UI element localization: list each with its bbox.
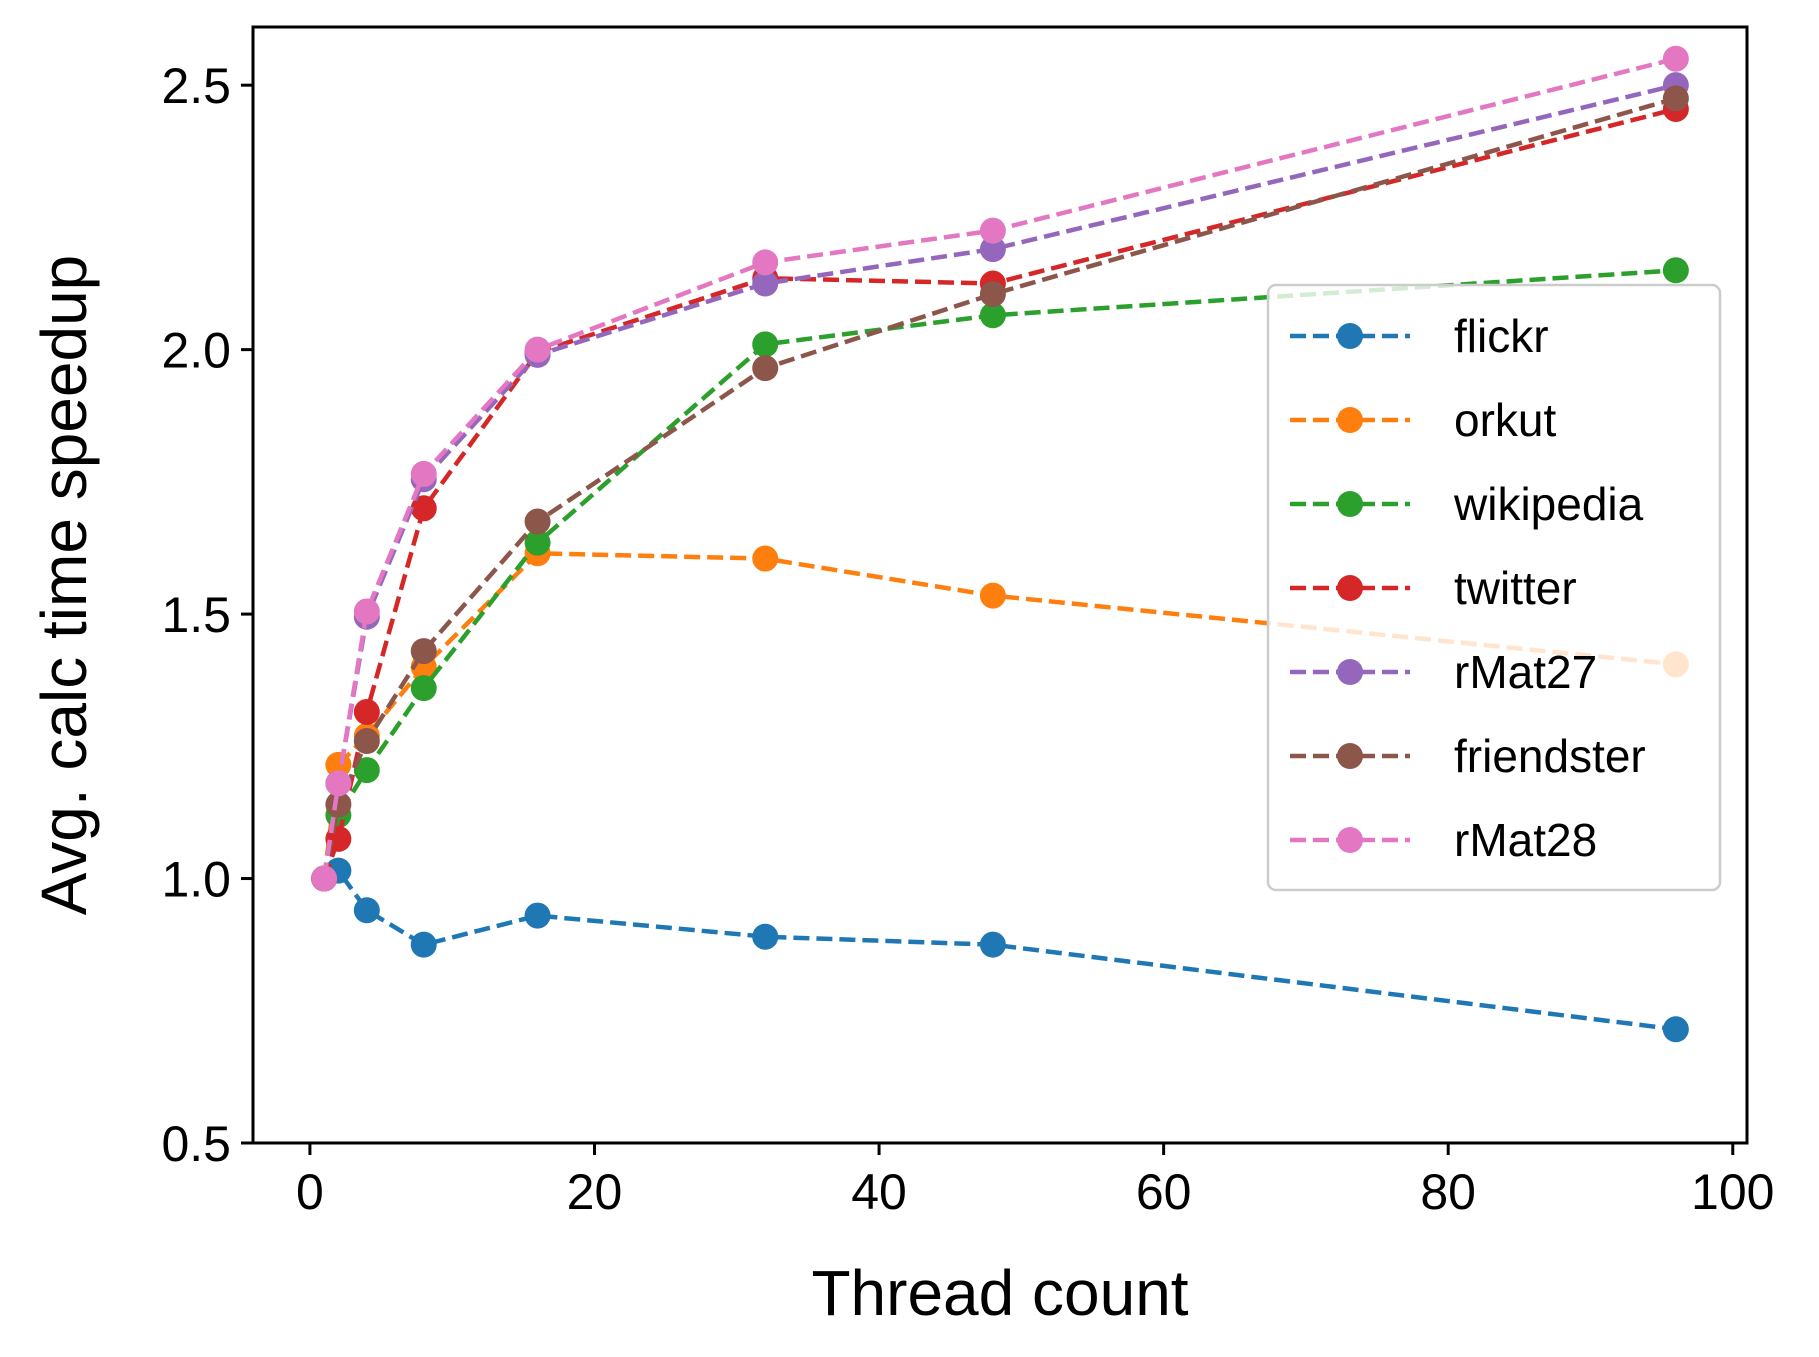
legend-item-orkut: orkut <box>1290 394 1556 446</box>
data-point-rMat27 <box>752 270 779 297</box>
legend-label: wikipedia <box>1453 478 1644 530</box>
y-tick-label: 2.5 <box>161 58 231 114</box>
data-point-flickr <box>410 931 437 958</box>
data-point-friendster <box>325 791 352 818</box>
data-point-wikipedia <box>979 302 1006 329</box>
legend-label: twitter <box>1454 562 1577 614</box>
data-point-friendster <box>353 728 380 755</box>
legend-swatch-marker <box>1337 659 1363 685</box>
data-point-friendster <box>979 281 1006 308</box>
y-tick-label: 2.0 <box>161 323 231 379</box>
x-tick-label: 20 <box>567 1164 623 1220</box>
data-point-twitter <box>410 495 437 522</box>
legend-item-twitter: twitter <box>1290 562 1577 614</box>
data-point-flickr <box>524 902 551 929</box>
data-point-flickr <box>979 931 1006 958</box>
data-point-rMat28 <box>325 770 352 797</box>
x-axis-label: Thread count <box>811 1257 1188 1329</box>
legend-swatch-marker <box>1337 407 1363 433</box>
y-tick-label: 1.5 <box>161 587 231 643</box>
data-point-wikipedia <box>1662 257 1689 284</box>
y-axis-label: Avg. calc time speedup <box>28 255 100 916</box>
data-point-rMat28 <box>353 598 380 625</box>
legend-item-rMat28: rMat28 <box>1290 814 1597 866</box>
legend-label: orkut <box>1454 394 1556 446</box>
data-point-friendster <box>1662 85 1689 112</box>
legend-swatch-marker <box>1337 323 1363 349</box>
data-point-wikipedia <box>524 529 551 556</box>
data-point-flickr <box>353 897 380 924</box>
series-line-rMat28 <box>321 56 1677 879</box>
series-line-friendster <box>321 96 1677 879</box>
legend-item-wikipedia: wikipedia <box>1290 478 1644 530</box>
series-layer <box>311 45 1689 1043</box>
legend-swatch-marker <box>1337 575 1363 601</box>
data-point-friendster <box>410 638 437 665</box>
y-tick-label: 0.5 <box>161 1116 231 1172</box>
data-point-wikipedia <box>410 675 437 702</box>
y-axis: 0.5 1.0 1.5 2.0 2.5 <box>161 58 253 1172</box>
legend-label: rMat27 <box>1454 646 1597 698</box>
legend-item-friendster: friendster <box>1290 730 1646 782</box>
legend-label: rMat28 <box>1454 814 1597 866</box>
data-point-rMat28 <box>979 217 1006 244</box>
legend-swatch-marker <box>1337 491 1363 517</box>
x-tick-label: 0 <box>296 1164 324 1220</box>
data-point-rMat28 <box>752 249 779 276</box>
data-point-rMat28 <box>1662 45 1689 72</box>
data-point-rMat28 <box>311 865 338 892</box>
x-axis: 0 20 40 60 80 100 <box>296 1143 1774 1220</box>
data-point-friendster <box>524 508 551 535</box>
data-point-rMat28 <box>410 460 437 487</box>
legend-swatch-marker <box>1337 743 1363 769</box>
data-point-twitter <box>353 698 380 725</box>
legend-label: flickr <box>1454 310 1549 362</box>
y-tick-label: 1.0 <box>161 852 231 908</box>
x-tick-label: 60 <box>1136 1164 1192 1220</box>
x-tick-label: 80 <box>1420 1164 1476 1220</box>
series-flickr <box>311 857 1689 1043</box>
data-point-flickr <box>752 923 779 950</box>
data-point-orkut <box>752 545 779 572</box>
legend-item-rMat27: rMat27 <box>1290 646 1597 698</box>
data-point-wikipedia <box>353 757 380 784</box>
legend: flickr orkut wikipedia twitter rMat27 friends… <box>1266 283 1722 892</box>
data-point-rMat28 <box>524 336 551 363</box>
x-tick-label: 40 <box>851 1164 907 1220</box>
data-point-flickr <box>1662 1016 1689 1043</box>
legend-swatch-marker <box>1337 827 1363 853</box>
data-point-friendster <box>752 355 779 382</box>
data-point-rMat27 <box>979 236 1006 263</box>
plot-frame <box>251 25 1749 1145</box>
x-tick-label: 100 <box>1691 1164 1774 1220</box>
data-point-orkut <box>979 582 1006 609</box>
legend-item-flickr: flickr <box>1290 310 1549 362</box>
data-point-wikipedia <box>752 331 779 358</box>
series-rMat28 <box>311 45 1689 892</box>
legend-frame <box>1266 283 1722 892</box>
legend-label: friendster <box>1454 730 1646 782</box>
